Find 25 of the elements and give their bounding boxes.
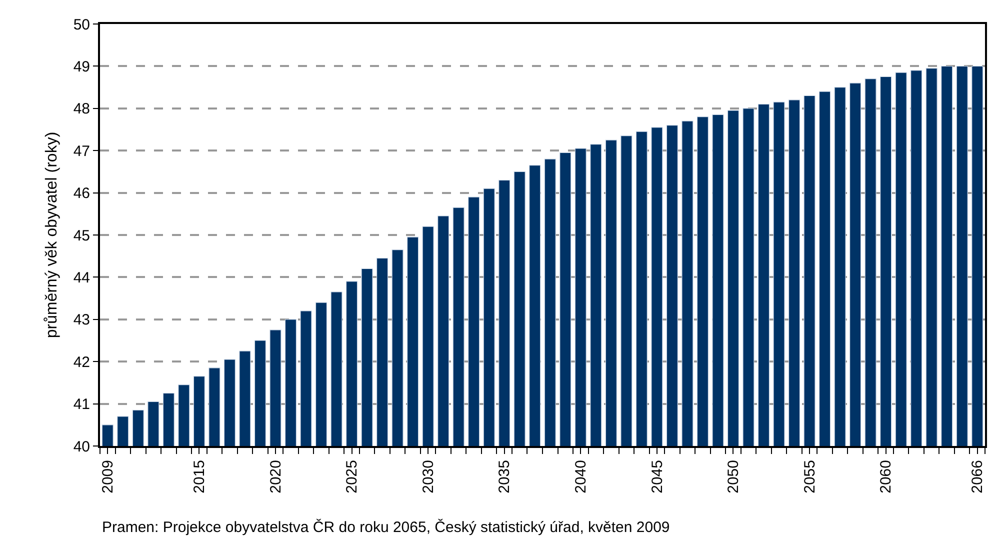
y-tick-label: 40 — [73, 438, 90, 456]
y-tick-label: 42 — [73, 354, 90, 371]
x-tick-label: 2055 — [801, 460, 818, 494]
y-tick-label: 41 — [73, 396, 90, 414]
y-tick-label: 47 — [73, 142, 90, 160]
y-tick-label: 50 — [73, 16, 90, 34]
x-tick-label: 2020 — [267, 460, 284, 494]
y-axis-title: průměrný věk obyvatel (roky) — [44, 132, 61, 338]
y-tick-label: 49 — [73, 58, 90, 76]
x-tick-label: 2009 — [100, 460, 117, 494]
x-tick-label: 2025 — [344, 460, 361, 494]
x-tick-label: 2045 — [648, 460, 666, 494]
y-tick-label: 44 — [73, 269, 90, 286]
y-tick-label: 43 — [73, 312, 90, 329]
x-tick-label: 2030 — [420, 460, 437, 494]
text: Pramen: Projekce obyvatelstva ČR do roku 2065, Český statistický úřad, květen 2009 — [102, 518, 670, 536]
y-tick-label: 45 — [73, 227, 90, 244]
x-tick-label: 2066 — [969, 460, 986, 494]
x-tick-label: 2035 — [496, 460, 514, 494]
x-tick-label: 2015 — [191, 460, 208, 494]
y-tick-label: 48 — [73, 100, 90, 118]
x-tick-label: 2060 — [878, 460, 895, 494]
x-tick-label: 2040 — [572, 460, 590, 494]
x-tick-label: 2050 — [725, 460, 742, 494]
y-tick-label: 46 — [73, 185, 90, 202]
